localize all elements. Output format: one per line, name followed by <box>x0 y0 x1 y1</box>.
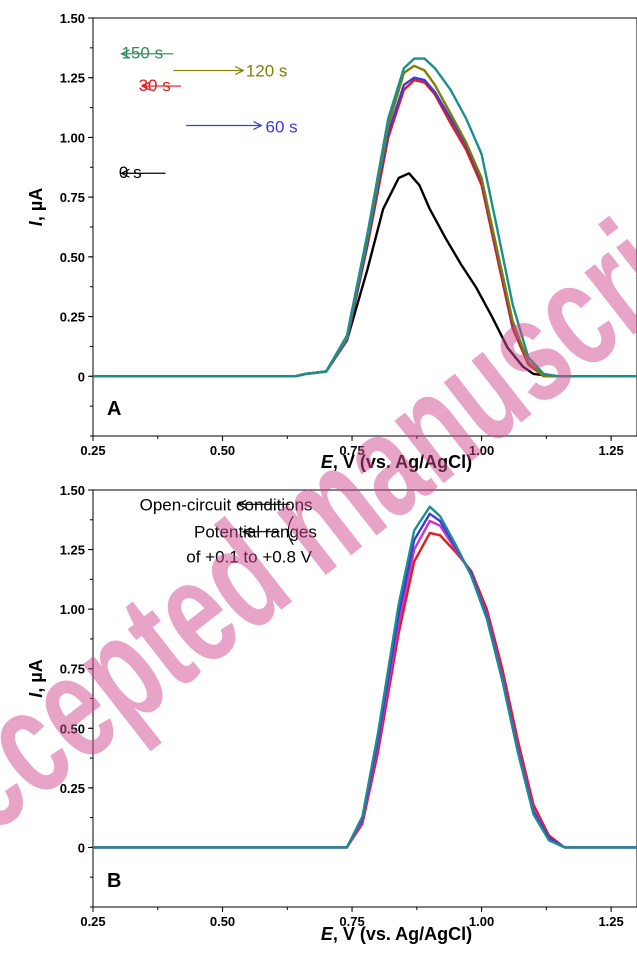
panel-label: B <box>107 870 121 892</box>
y-tick-label: 0 <box>78 840 85 855</box>
annotation-label: 30 s <box>139 76 171 95</box>
annotation-arrowhead <box>120 49 130 59</box>
y-tick-label: 0.75 <box>60 662 85 677</box>
annotation-label: 150 s <box>121 44 163 63</box>
annotation-label: Open-circuit conditions <box>140 495 313 514</box>
y-tick-label: 0.25 <box>60 781 85 796</box>
annotation-arrowhead <box>140 81 151 91</box>
annotation-arrowhead <box>236 499 247 509</box>
x-axis-label: E, V (vs. Ag/AgCl) <box>321 924 472 944</box>
y-tick-label: 0.50 <box>60 250 85 265</box>
chart-panel-b: 0 0.25 0.50 0.75 1.00 1.25 1.50 0.25 0.50 0.75 1.0… <box>26 483 637 944</box>
annotation-label: of +0.1 to +0.8 V <box>186 548 312 567</box>
annotation-arrowhead <box>241 527 252 537</box>
series-line-5 <box>93 57 637 378</box>
x-tick-label: 1.00 <box>469 443 494 458</box>
y-tick-label: 1.25 <box>60 71 85 86</box>
x-tick-label: 1.25 <box>598 914 623 929</box>
chart-panel-a: 0 0.25 0.50 0.75 1.00 1.25 1.50 0.25 0.50 0.75 1.0… <box>26 11 637 472</box>
x-tick-label: 1.25 <box>598 443 623 458</box>
x-tick-label: 0.75 <box>339 443 364 458</box>
y-tick-label: 1.50 <box>60 11 85 26</box>
annotation-label: 0 s <box>119 163 142 182</box>
y-tick-label: 1.25 <box>60 543 85 558</box>
y-tick-label: 0.50 <box>60 721 85 736</box>
annotation-label: 120 s <box>246 62 288 81</box>
x-tick-label: 0.50 <box>210 914 235 929</box>
y-tick-label: 0.25 <box>60 310 85 325</box>
x-tick-label: 0.25 <box>80 914 105 929</box>
series-line-4 <box>93 505 637 849</box>
annotation-arrowhead <box>234 66 245 76</box>
x-tick-label: 1.00 <box>469 914 494 929</box>
y-tick-label: 1.50 <box>60 483 85 498</box>
y-tick-label: 0 <box>78 369 85 384</box>
annotation-bracket <box>287 515 294 546</box>
x-tick-label: 0.50 <box>210 443 235 458</box>
y-tick-label: 0.75 <box>60 190 85 205</box>
annotation-arrowhead <box>120 168 130 178</box>
panel-label: A <box>107 398 121 420</box>
watermark-text: Accepted manuscript <box>0 130 637 909</box>
y-tick-label: 1.00 <box>60 602 85 617</box>
y-tick-label: 1.00 <box>60 130 85 145</box>
y-axis-label: I, µA <box>26 188 46 226</box>
x-tick-label: 0.75 <box>339 914 364 929</box>
x-axis-label: E, V (vs. Ag/AgCl) <box>321 452 472 472</box>
annotation-arrowhead <box>253 120 263 131</box>
y-axis-label: I, µA <box>26 659 46 697</box>
annotation-label: 60 s <box>266 118 298 137</box>
x-tick-label: 0.25 <box>80 443 105 458</box>
